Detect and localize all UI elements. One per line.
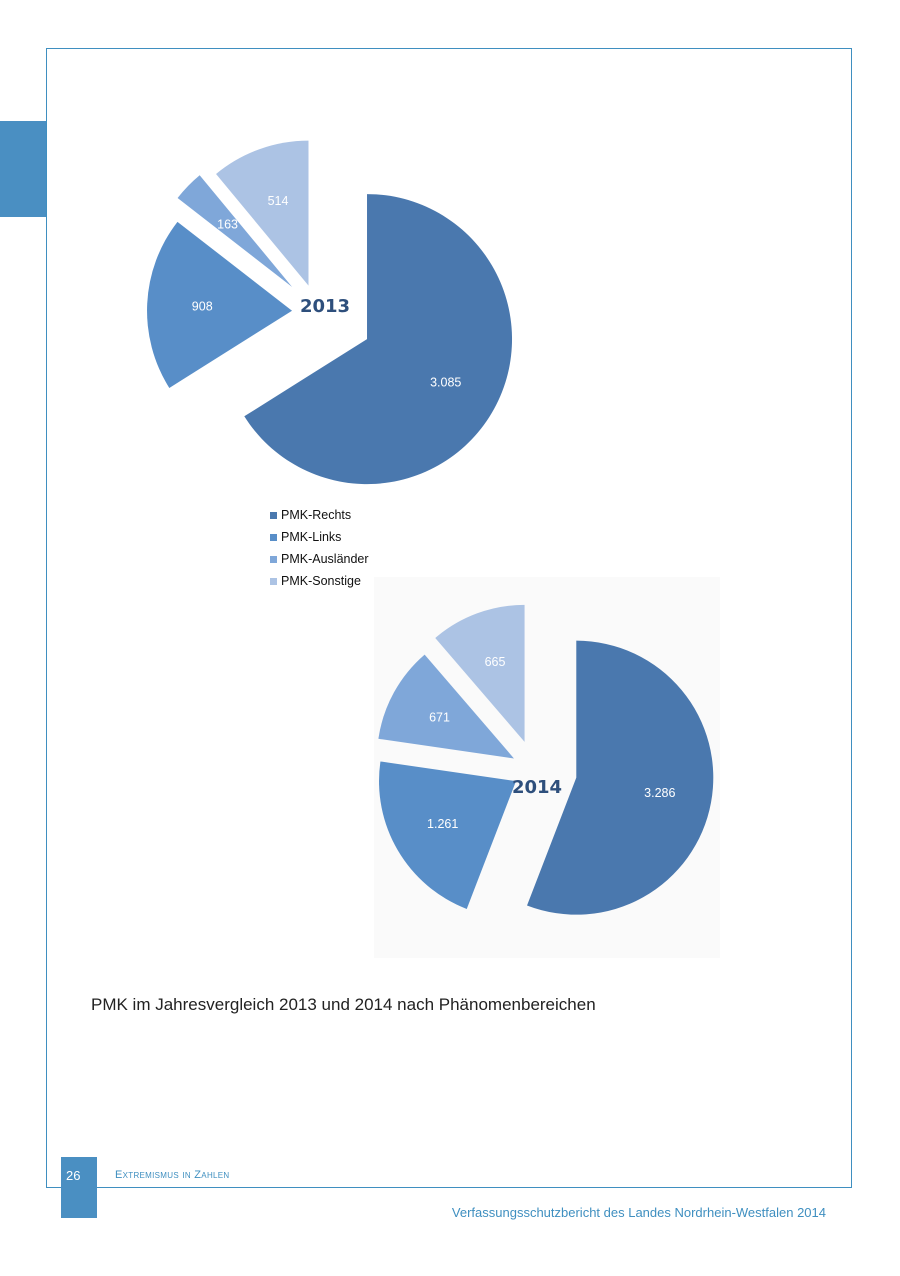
slice-label-2014-sonstige: 665 [485, 655, 506, 669]
slice-label-2014-links: 1.261 [427, 817, 458, 831]
pie-chart-2014: 3.286 1.261 671 665 2014 [378, 604, 714, 915]
side-tab-marker [0, 121, 46, 217]
legend-swatch-sonstige [270, 577, 277, 585]
legend-swatch-auslaender [270, 555, 277, 563]
slice-2014-sonstige [435, 604, 525, 742]
slice-label-2013-links: 908 [192, 299, 213, 313]
legend-item-auslaender: PMK-Ausländer [270, 548, 369, 570]
slice-2013-links [147, 221, 293, 388]
slice-label-2014-auslaender: 671 [429, 711, 450, 725]
slice-2013-rechts [244, 194, 513, 485]
chart-legend: PMK-Rechts PMK-Links PMK-Ausländer PMK-S… [270, 504, 369, 592]
slice-2014-links [379, 761, 517, 909]
legend-label-links: PMK-Links [281, 530, 342, 544]
slice-2013-auslaender [177, 175, 293, 287]
slice-label-2013-sonstige: 514 [268, 194, 289, 208]
slice-2013-sonstige [216, 140, 309, 286]
slice-label-2013-auslaender: 163 [217, 217, 238, 231]
figure-caption: PMK im Jahresvergleich 2013 und 2014 nac… [91, 995, 596, 1014]
slice-label-2013-rechts: 3.085 [430, 376, 461, 390]
pie-chart-2013: 3.085 908 163 514 2013 [147, 140, 513, 485]
legend-swatch-links [270, 533, 277, 541]
page-frame [46, 48, 852, 1188]
legend-label-auslaender: PMK-Ausländer [281, 552, 369, 566]
legend-swatch-rechts [270, 511, 277, 519]
legend-item-sonstige: PMK-Sonstige [270, 570, 369, 592]
legend-item-rechts: PMK-Rechts [270, 504, 369, 526]
pie-title-2014: 2014 [512, 777, 562, 798]
slice-2014-auslaender [378, 654, 514, 759]
slice-label-2014-rechts: 3.286 [644, 786, 675, 800]
legend-label-rechts: PMK-Rechts [281, 508, 352, 522]
pie-title-2013: 2013 [300, 296, 350, 317]
slice-2014-rechts [527, 640, 714, 915]
section-title: Extremismus in Zahlen [115, 1169, 230, 1181]
page-number: 26 [66, 1168, 81, 1183]
publication-footer: Verfassungsschutzbericht des Landes Nord… [451, 1205, 826, 1220]
page-number-box [61, 1157, 97, 1218]
legend-item-links: PMK-Links [270, 526, 369, 548]
legend-label-sonstige: PMK-Sonstige [281, 574, 361, 588]
